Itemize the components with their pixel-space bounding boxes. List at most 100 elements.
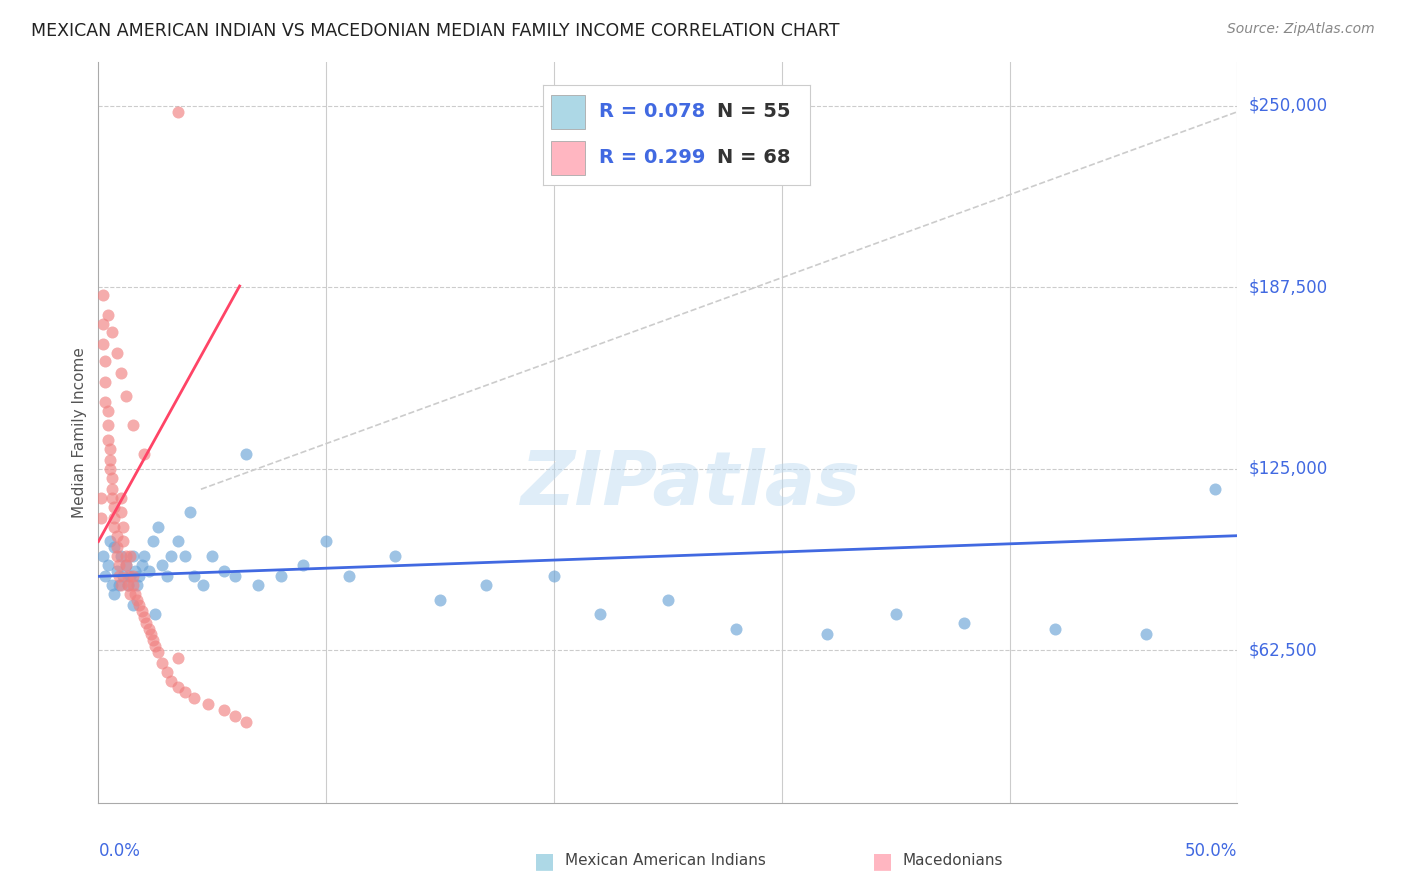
Point [117,578,139,592]
Point [120,587,142,601]
Point [953,615,976,630]
Point [543,569,565,583]
Point [120,549,142,563]
Point [183,691,205,706]
Point [212,703,235,717]
Point [132,549,155,563]
Point [94,395,117,409]
Point [174,685,197,699]
Point [96,558,118,572]
Point [105,549,128,563]
Text: ■: ■ [872,851,893,871]
Text: $187,500: $187,500 [1249,278,1327,296]
Text: MEXICAN AMERICAN INDIAN VS MACEDONIAN MEDIAN FAMILY INCOME CORRELATION CHART: MEXICAN AMERICAN INDIAN VS MACEDONIAN ME… [31,22,839,40]
Point [117,578,139,592]
Point [112,569,135,583]
Point [108,558,131,572]
Point [91,317,114,331]
Point [114,549,136,563]
Point [98,534,121,549]
Point [815,627,838,641]
Point [90,511,112,525]
Point [96,308,118,322]
Point [127,578,149,592]
Point [725,622,748,636]
Point [201,549,224,563]
Point [124,587,146,601]
Point [1043,622,1066,636]
Point [167,104,190,119]
Point [429,592,451,607]
Point [98,462,121,476]
Point [101,578,124,592]
Point [110,366,132,380]
Point [105,529,128,543]
Point [96,404,118,418]
Point [146,645,169,659]
Point [105,541,128,555]
Point [150,558,173,572]
Point [121,599,143,613]
Point [197,697,219,711]
Point [108,578,131,592]
Text: ■: ■ [534,851,555,871]
Point [657,592,679,607]
Point [150,657,173,671]
Point [156,569,179,583]
Point [96,418,118,433]
Text: Mexican American Indians: Mexican American Indians [565,854,766,868]
Point [112,520,135,534]
Point [103,500,125,514]
Text: 50.0%: 50.0% [1185,842,1237,860]
Point [103,520,125,534]
Point [315,534,337,549]
Point [183,569,205,583]
Point [884,607,907,621]
Point [212,564,235,578]
Point [91,287,114,301]
Point [101,470,124,484]
Point [96,433,118,447]
Point [117,569,139,583]
Point [121,578,143,592]
Point [120,569,142,583]
Point [193,578,215,592]
Point [135,615,157,630]
Point [246,578,269,592]
Point [110,506,132,520]
Point [98,453,121,467]
Point [128,599,150,613]
Point [101,491,124,505]
Point [145,607,167,621]
Point [337,569,360,583]
Point [160,549,183,563]
Point [124,564,146,578]
Point [167,534,190,549]
Point [384,549,406,563]
Point [121,418,143,433]
Point [142,534,165,549]
Point [292,558,315,572]
Point [114,558,136,572]
Point [588,607,610,621]
Point [101,326,124,340]
Point [142,633,165,648]
Point [132,447,155,461]
Point [103,511,125,525]
Point [94,375,117,389]
Point [128,569,150,583]
Point [91,549,114,563]
Point [121,569,143,583]
Y-axis label: Median Family Income: Median Family Income [72,347,87,518]
Point [101,482,124,496]
Point [1204,482,1226,496]
Point [131,558,153,572]
Point [224,569,246,583]
Point [103,541,125,555]
Text: ZIPatlas: ZIPatlas [520,448,860,521]
Text: Source: ZipAtlas.com: Source: ZipAtlas.com [1227,22,1375,37]
Point [90,491,112,505]
Point [146,520,169,534]
Point [98,442,121,456]
Point [108,569,131,583]
